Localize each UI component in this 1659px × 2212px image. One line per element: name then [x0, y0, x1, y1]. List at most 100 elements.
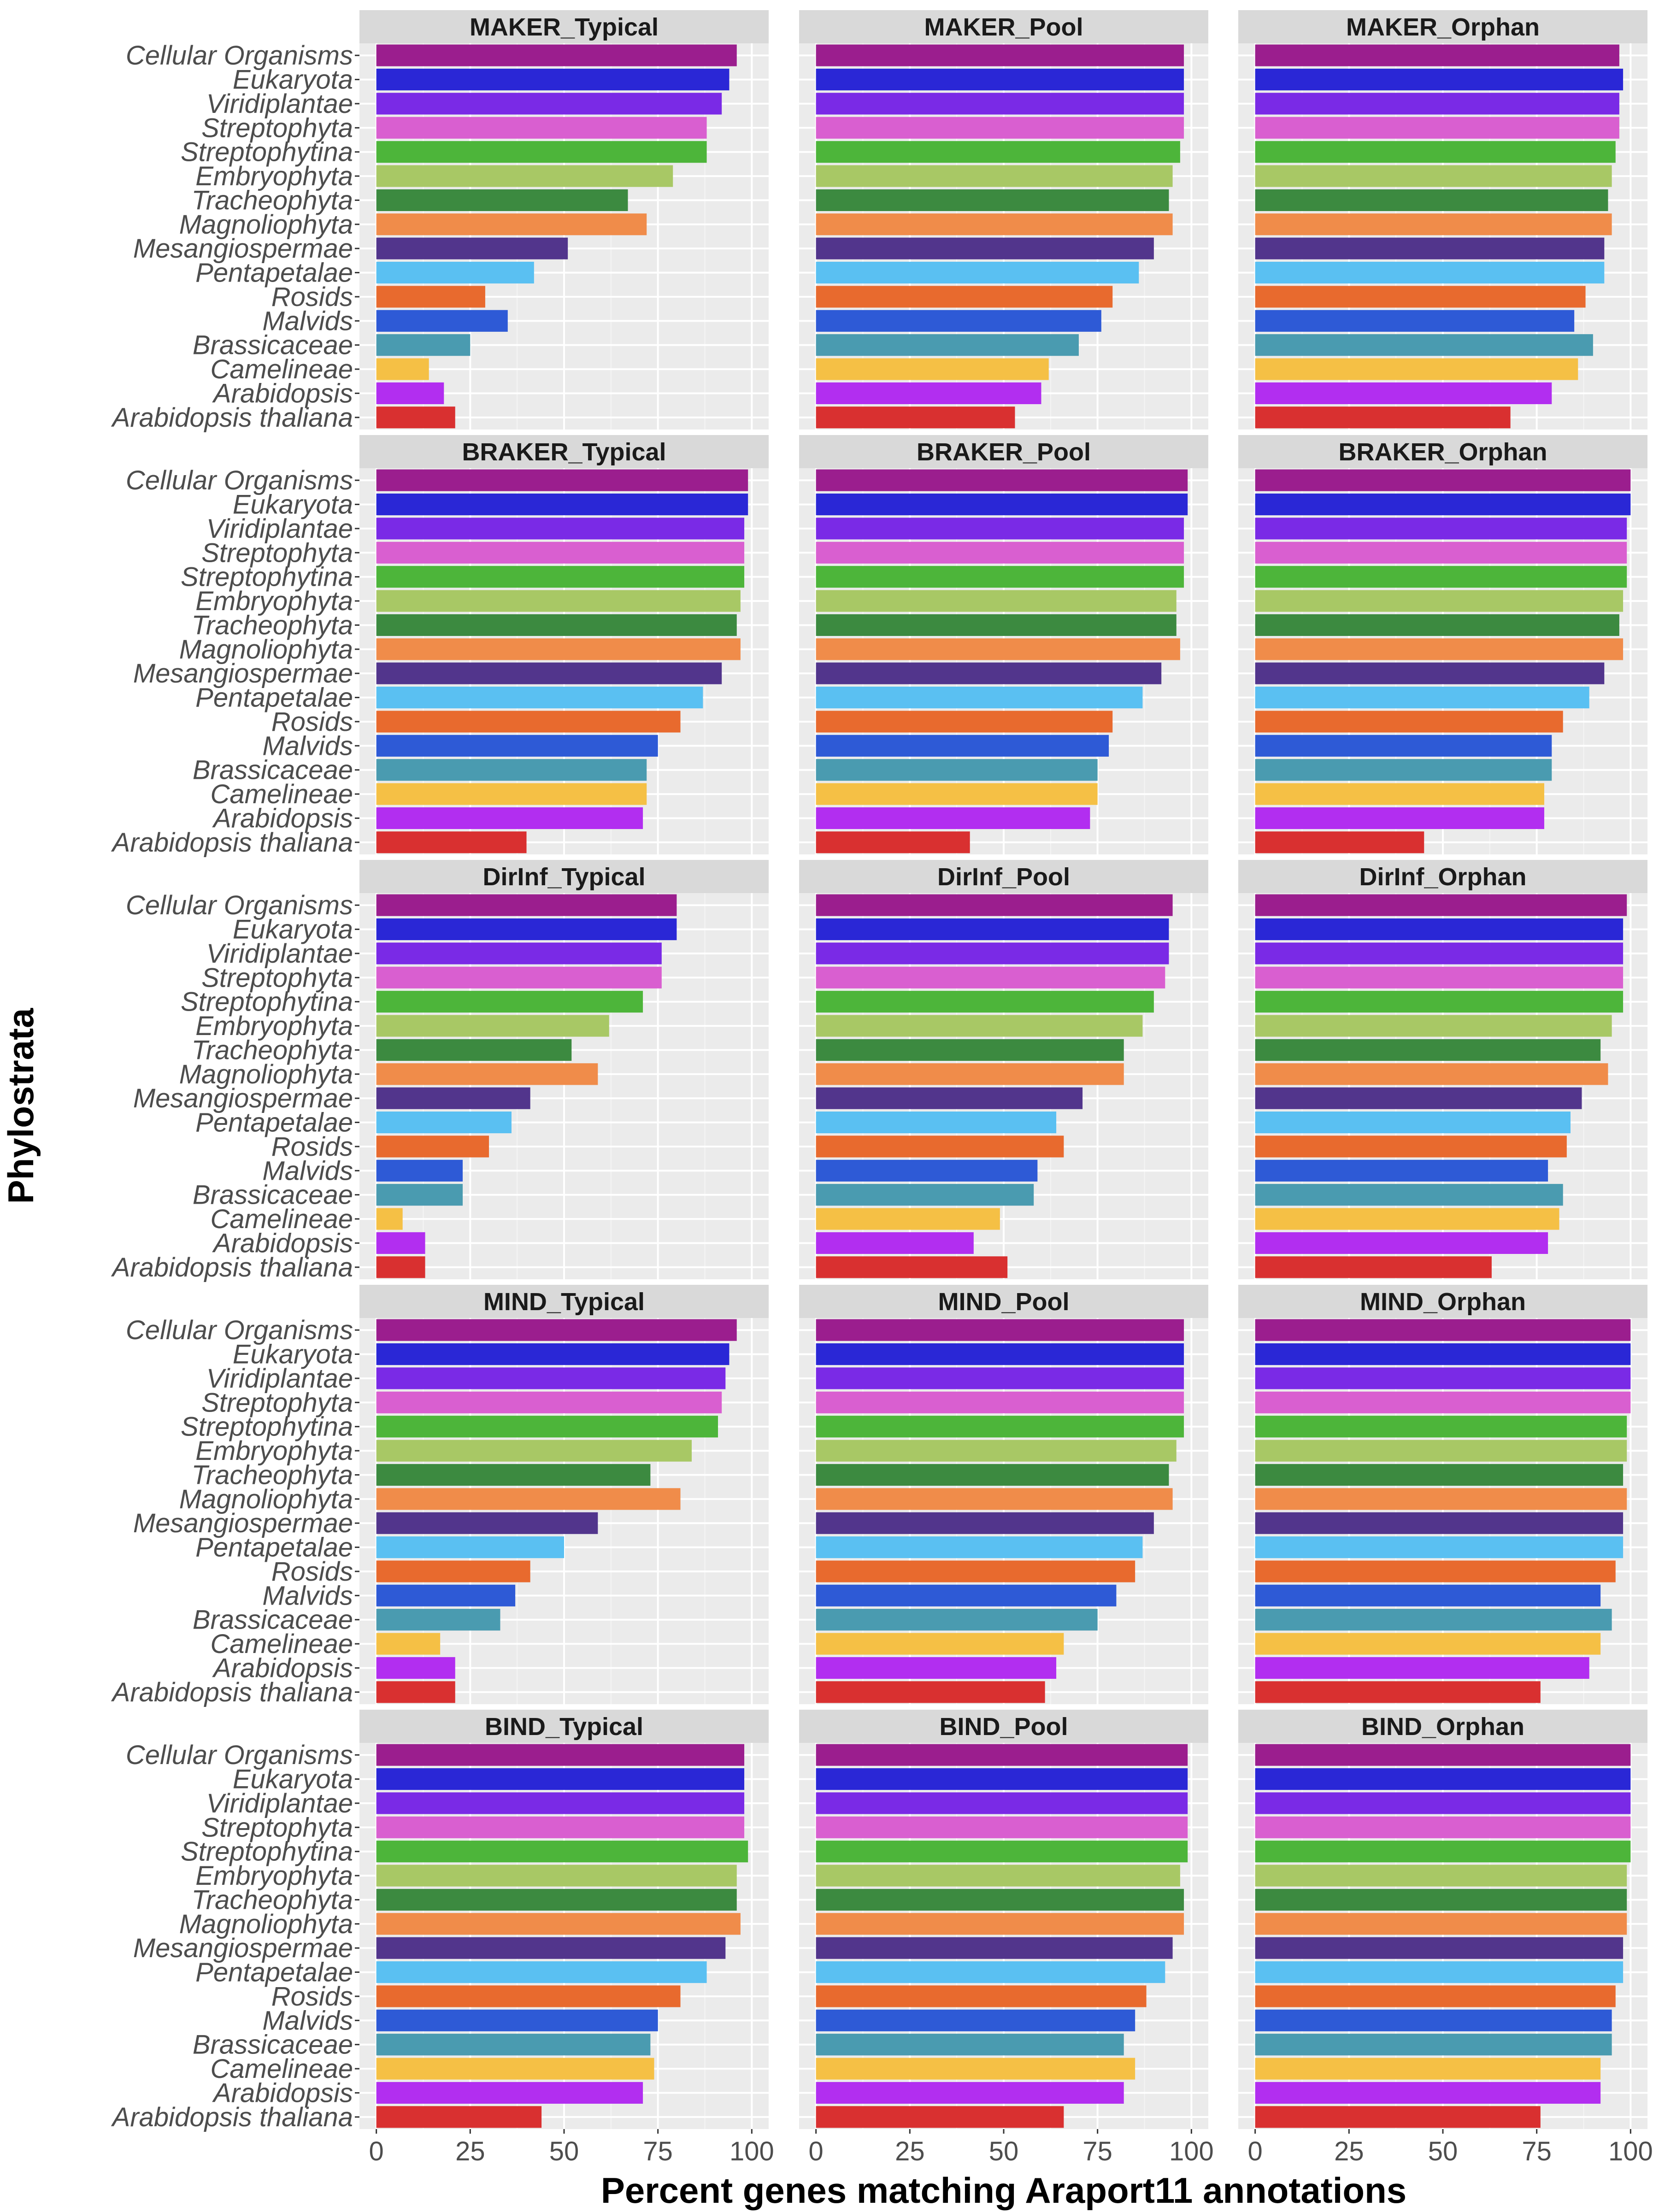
bar: [376, 566, 745, 588]
facet-strip: [1238, 435, 1647, 468]
y-tick-label: Mesangiospermae: [133, 659, 353, 688]
y-tick-label: Malvids: [262, 2006, 353, 2036]
bar: [376, 1039, 572, 1061]
y-tick-label: Arabidopsis: [212, 378, 353, 408]
bar: [376, 117, 707, 139]
facet-strip: [799, 1285, 1208, 1318]
y-tick-label: Mesangiospermae: [133, 1508, 353, 1538]
bar: [376, 44, 737, 66]
bar: [376, 614, 737, 636]
bar: [1255, 1768, 1631, 1790]
facet-title: MAKER_Orphan: [1346, 13, 1540, 41]
bar: [1255, 1416, 1627, 1438]
y-tick-label: Streptophytina: [181, 137, 353, 167]
y-tick-label: Viridiplantae: [206, 1364, 353, 1394]
bar: [376, 638, 741, 660]
y-tick-label: Camelineae: [210, 354, 353, 384]
bar: [816, 711, 1113, 733]
bar: [1255, 1609, 1612, 1631]
bar: [816, 735, 1109, 757]
x-tick-label: 100: [729, 2136, 774, 2166]
bar: [816, 1232, 974, 1254]
facet-title: MAKER_Typical: [470, 13, 659, 41]
y-tick-label: Tracheophyta: [192, 610, 353, 640]
bar: [816, 310, 1101, 332]
bar: [1255, 165, 1612, 187]
bar: [816, 1208, 1000, 1230]
bar: [1255, 638, 1624, 660]
bar: [816, 783, 1098, 805]
y-tick-label: Pentapetalae: [195, 258, 353, 288]
bar: [1255, 1560, 1616, 1583]
facet-strip: [799, 10, 1208, 43]
y-tick-label: Cellular Organisms: [126, 465, 353, 495]
y-tick-label: Embryophyta: [195, 161, 353, 191]
bar: [816, 918, 1169, 941]
bar: [1255, 189, 1608, 212]
y-tick-label: Streptophyta: [201, 1812, 353, 1842]
bar: [1255, 1961, 1624, 1983]
bar: [816, 942, 1169, 965]
bar: [1255, 141, 1616, 163]
facet-title: BIND_Typical: [485, 1713, 643, 1741]
bar: [376, 783, 647, 805]
bar: [1255, 1512, 1624, 1534]
x-tick-label: 75: [1082, 2136, 1112, 2166]
bar: [816, 1440, 1177, 1462]
y-tick-label: Arabidopsis thaliana: [111, 1677, 353, 1707]
x-tick-label: 0: [809, 2136, 824, 2166]
bar: [376, 831, 527, 853]
y-tick-label: Streptophytina: [181, 562, 353, 592]
bar: [1255, 711, 1563, 733]
x-tick-label: 50: [989, 2136, 1019, 2166]
bar: [376, 894, 677, 916]
y-tick-label: Malvids: [262, 306, 353, 336]
bar: [1255, 1913, 1627, 1935]
facet-strip: [1238, 860, 1647, 893]
x-tick-label: 100: [1169, 2136, 1214, 2166]
bar: [376, 966, 662, 988]
bar: [816, 1015, 1143, 1037]
y-tick-label: Streptophytina: [181, 1837, 353, 1867]
bar: [816, 1464, 1169, 1486]
y-tick-label: Cellular Organisms: [126, 41, 353, 71]
bar: [1255, 1488, 1627, 1510]
bar: [376, 1657, 455, 1679]
y-tick-label: Tracheophyta: [192, 1885, 353, 1915]
bar: [376, 2034, 651, 2056]
bar: [816, 1609, 1098, 1631]
y-tick-label: Embryophyta: [195, 586, 353, 616]
facet-strip: [359, 435, 769, 468]
facet-title: BRAKER_Pool: [917, 438, 1091, 466]
y-tick-label: Pentapetalae: [195, 1958, 353, 1988]
y-tick-label: Rosids: [271, 1132, 353, 1162]
bar: [1255, 44, 1619, 66]
y-tick-label: Pentapetalae: [195, 683, 353, 713]
bar: [1255, 1208, 1559, 1230]
bar: [376, 261, 534, 284]
facet-title: DirInf_Orphan: [1359, 863, 1526, 891]
bar: [1255, 541, 1627, 564]
bar: [816, 894, 1173, 916]
bar: [816, 638, 1180, 660]
facet-strip: [1238, 1710, 1647, 1743]
bar: [816, 1560, 1135, 1583]
bar: [376, 1792, 745, 1814]
bar: [1255, 1888, 1627, 1911]
bar: [816, 2082, 1124, 2104]
bar: [816, 1256, 1008, 1278]
bar: [816, 1343, 1184, 1365]
y-tick-label: Malvids: [262, 1156, 353, 1186]
bar: [816, 1184, 1034, 1206]
bar: [1255, 93, 1619, 115]
facet-strip: [359, 1710, 769, 1743]
bar: [1255, 590, 1624, 612]
bar: [376, 590, 741, 612]
bar: [816, 1512, 1154, 1534]
bar: [816, 614, 1177, 636]
y-tick-label: Viridiplantae: [206, 89, 353, 119]
bar: [816, 2034, 1124, 2056]
bar: [816, 1584, 1117, 1606]
bar: [1255, 991, 1624, 1013]
facet-title: MIND_Orphan: [1360, 1288, 1526, 1316]
